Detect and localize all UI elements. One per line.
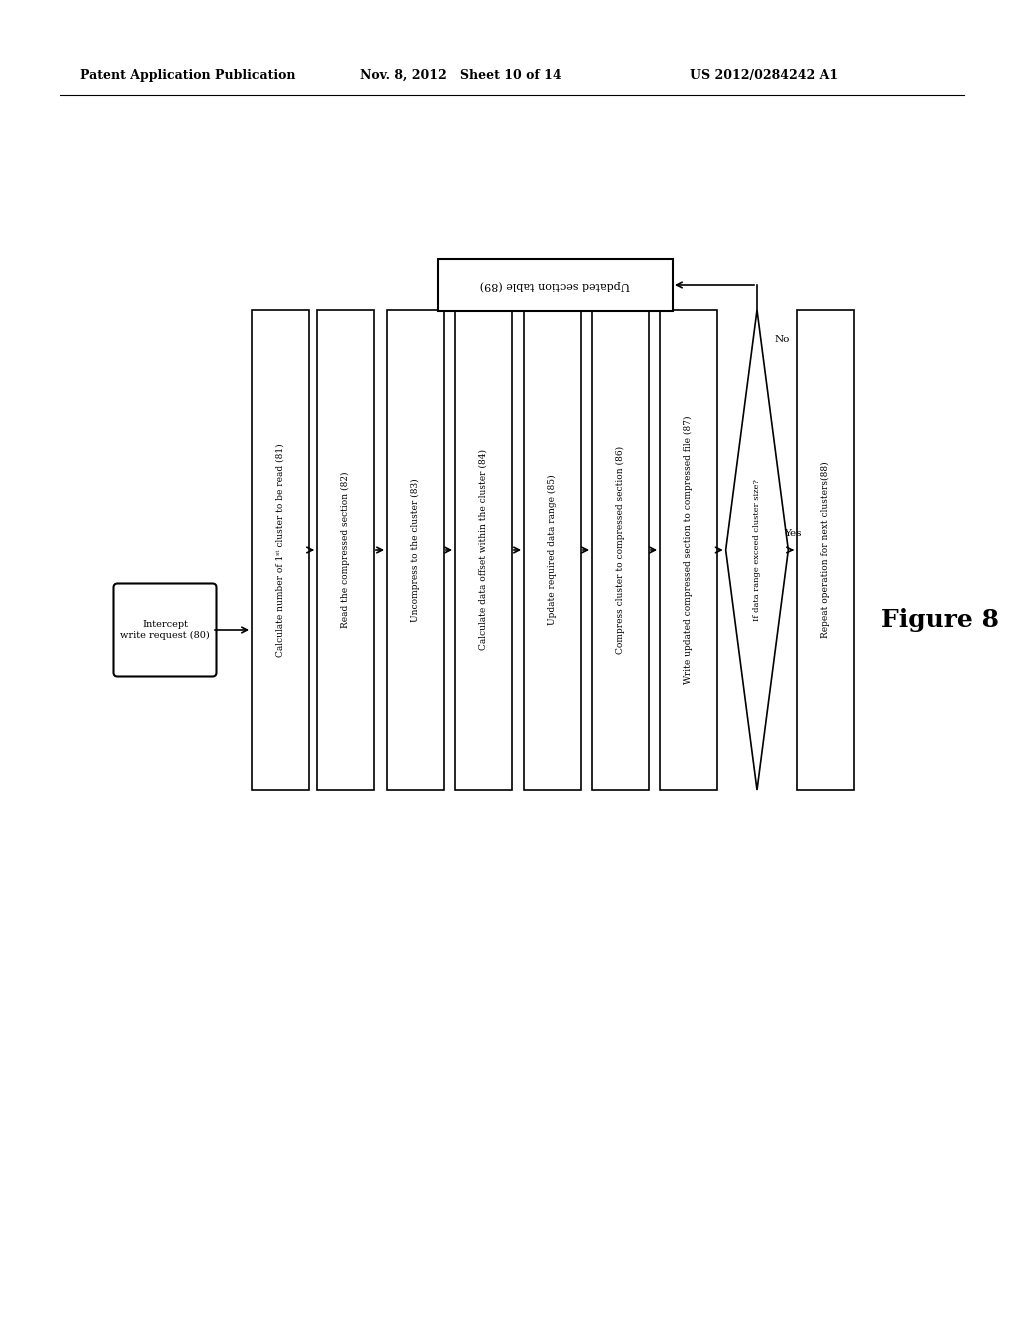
Bar [438, 259, 673, 312]
Text: No: No [775, 335, 791, 345]
Text: US 2012/0284242 A1: US 2012/0284242 A1 [690, 69, 838, 82]
Bar [524, 310, 581, 789]
Text: Update required data range (85): Update required data range (85) [548, 475, 557, 626]
Bar [660, 310, 717, 789]
Text: Updated section table (89): Updated section table (89) [480, 280, 630, 290]
Text: Calculate number of 1ˢᵗ cluster to be read (81): Calculate number of 1ˢᵗ cluster to be re… [275, 444, 285, 657]
Text: Read the compressed section (82): Read the compressed section (82) [340, 471, 349, 628]
Bar [797, 310, 854, 789]
Polygon shape [726, 310, 788, 789]
Text: Figure 8: Figure 8 [881, 609, 999, 632]
Text: Compress cluster to compressed section (86): Compress cluster to compressed section (… [615, 446, 625, 655]
FancyBboxPatch shape [114, 583, 216, 676]
Text: Repeat operation for next clusters(88): Repeat operation for next clusters(88) [820, 462, 829, 639]
Bar [592, 310, 649, 789]
Bar [252, 310, 309, 789]
Text: Patent Application Publication: Patent Application Publication [80, 69, 296, 82]
Text: Yes: Yes [784, 529, 802, 539]
Bar [317, 310, 374, 789]
Text: Write updated compressed section to compressed file (87): Write updated compressed section to comp… [683, 416, 692, 684]
Bar [387, 310, 444, 789]
Text: If data range exceed cluster size?: If data range exceed cluster size? [753, 479, 761, 620]
Text: Nov. 8, 2012   Sheet 10 of 14: Nov. 8, 2012 Sheet 10 of 14 [360, 69, 561, 82]
Text: Intercept
write request (80): Intercept write request (80) [120, 620, 210, 640]
Text: Calculate data offset within the cluster (84): Calculate data offset within the cluster… [478, 450, 487, 651]
Text: Uncompress to the cluster (83): Uncompress to the cluster (83) [411, 478, 420, 622]
Bar [455, 310, 512, 789]
